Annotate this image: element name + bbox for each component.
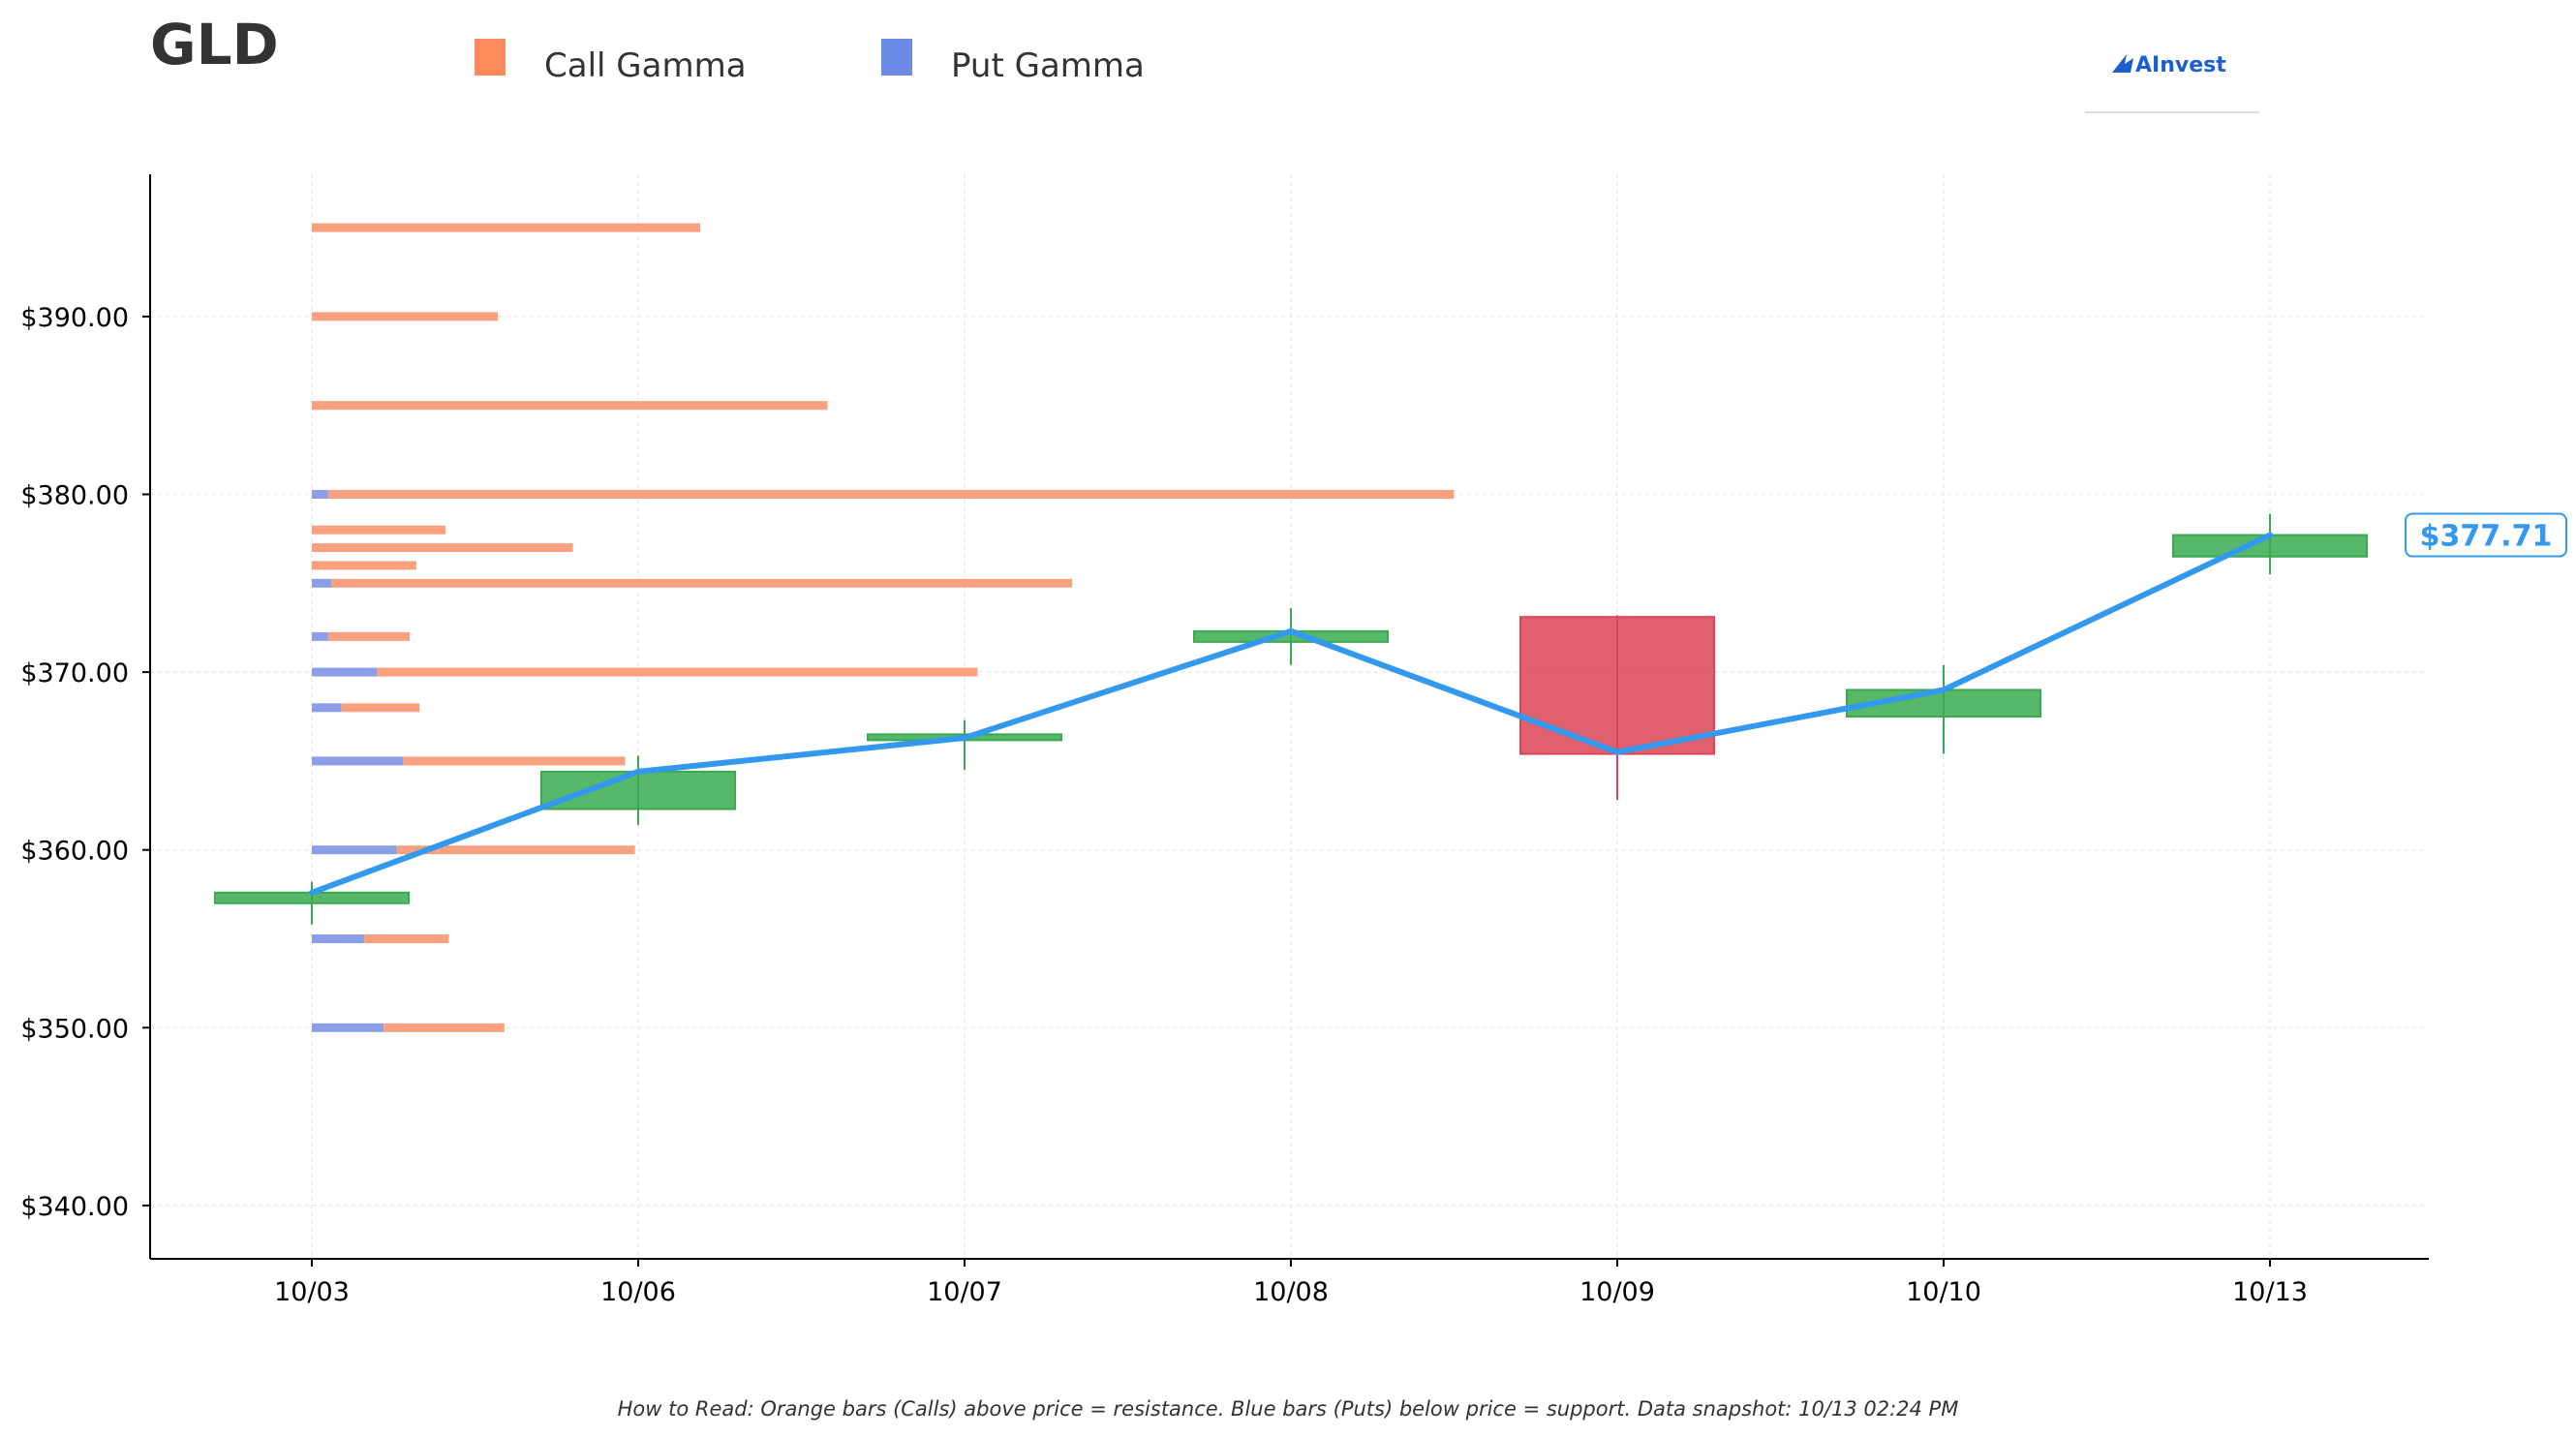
legend-call-label: Call Gamma bbox=[544, 46, 747, 85]
y-tick-label: $390.00 bbox=[20, 303, 129, 333]
logo-mark-icon bbox=[2112, 54, 2133, 73]
put-gamma-bar bbox=[312, 756, 404, 766]
put-gamma-bar bbox=[312, 578, 332, 588]
x-tick-label: 10/08 bbox=[1253, 1277, 1329, 1307]
put-gamma-bar bbox=[312, 845, 397, 855]
call-gamma-bar bbox=[327, 631, 411, 641]
put-gamma-bar bbox=[312, 934, 364, 944]
call-gamma-bar bbox=[396, 845, 635, 855]
candle-body bbox=[1519, 616, 1715, 755]
x-tick-label: 10/13 bbox=[2232, 1277, 2308, 1307]
x-tick-label: 10/09 bbox=[1579, 1277, 1655, 1307]
y-tick-label: $340.00 bbox=[20, 1192, 129, 1222]
candle-body bbox=[540, 770, 736, 810]
gamma-bars bbox=[312, 223, 1455, 1032]
candles bbox=[214, 513, 2368, 925]
candle-body bbox=[2172, 534, 2368, 558]
close-price-line bbox=[309, 532, 2273, 896]
legend-put-swatch bbox=[881, 39, 912, 76]
x-tick-label: 10/10 bbox=[1906, 1277, 1981, 1307]
logo-text: AInvest bbox=[2135, 53, 2226, 77]
call-gamma-bar bbox=[341, 703, 420, 713]
x-tick-label: 10/06 bbox=[600, 1277, 676, 1307]
call-gamma-bar bbox=[312, 223, 701, 232]
call-gamma-bar bbox=[363, 934, 449, 944]
grid bbox=[150, 174, 2429, 1259]
call-gamma-bar bbox=[312, 312, 499, 321]
call-gamma-bar bbox=[383, 1023, 505, 1032]
x-tick-label: 10/03 bbox=[274, 1277, 350, 1307]
call-gamma-bar bbox=[312, 525, 446, 535]
ticker-title: GLD bbox=[150, 12, 279, 77]
y-tick-label: $360.00 bbox=[20, 837, 129, 867]
put-gamma-bar bbox=[312, 1023, 384, 1032]
legend-put-label: Put Gamma bbox=[951, 46, 1145, 85]
y-tick-label: $380.00 bbox=[20, 480, 129, 510]
ainvest-logo: AInvest bbox=[2085, 53, 2259, 113]
last-price-label: $377.71 bbox=[2420, 520, 2553, 554]
call-gamma-bar bbox=[312, 401, 828, 411]
price-label: $377.71 bbox=[2405, 512, 2567, 558]
call-gamma-bar bbox=[331, 578, 1073, 588]
footer-note: How to Read: Orange bars (Calls) above p… bbox=[618, 1397, 1959, 1421]
call-gamma-bar bbox=[312, 561, 416, 570]
close-line bbox=[309, 532, 2273, 896]
x-tick-label: 10/07 bbox=[927, 1277, 1002, 1307]
y-tick-label: $370.00 bbox=[20, 658, 129, 688]
legend-call-swatch bbox=[475, 39, 506, 76]
put-gamma-bar bbox=[312, 631, 328, 641]
call-gamma-bar bbox=[312, 543, 573, 553]
y-tick-label: $350.00 bbox=[20, 1014, 129, 1044]
put-gamma-bar bbox=[312, 489, 328, 499]
call-gamma-bar bbox=[403, 756, 626, 766]
put-gamma-bar bbox=[312, 703, 342, 713]
axes: $340.00 $350.00 $360.00 $370.00 $380.00 $390.… bbox=[20, 174, 2429, 1307]
call-gamma-bar bbox=[377, 667, 978, 677]
legend: Call Gamma Put Gamma bbox=[475, 39, 1145, 85]
put-gamma-bar bbox=[312, 667, 378, 677]
last-price-box bbox=[2405, 512, 2567, 558]
call-gamma-bar bbox=[327, 489, 1455, 499]
